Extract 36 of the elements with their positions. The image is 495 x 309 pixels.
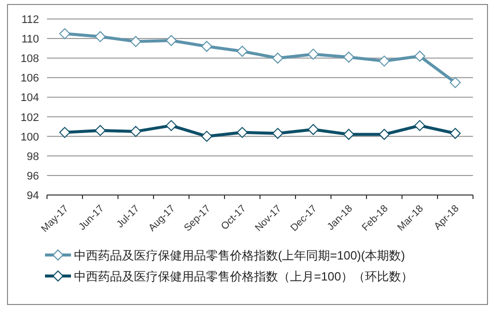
y-tick-label: 102: [20, 112, 39, 124]
point: [59, 28, 70, 40]
y-tick-label: 100: [20, 131, 39, 144]
point: [130, 126, 142, 137]
point: [272, 52, 284, 64]
point: [378, 128, 390, 140]
y-tick-label: 94: [26, 190, 39, 202]
point: [166, 35, 177, 46]
point: [59, 126, 70, 138]
point: [450, 77, 461, 88]
point: [414, 120, 426, 132]
point: [94, 31, 106, 42]
point: [166, 120, 177, 132]
point: [343, 128, 354, 140]
point: [201, 40, 212, 52]
point: [236, 126, 248, 138]
y-tick-label: 112: [21, 14, 39, 26]
legend-label: 中西药品及医疗保健用品零售价格指数(上年同期=100)(本期数): [74, 248, 406, 262]
y-tick-label: 106: [20, 72, 39, 85]
point: [308, 48, 319, 60]
point: [94, 124, 106, 136]
point: [201, 130, 212, 142]
point: [414, 50, 426, 62]
point: [130, 36, 142, 47]
point: [343, 52, 354, 63]
point: [378, 56, 390, 67]
y-tick-label: 96: [26, 170, 39, 182]
y-tick-label: 110: [21, 34, 39, 46]
point: [308, 124, 319, 135]
point: [236, 46, 248, 57]
legend-label: 中西药品及医疗保健用品零售价格指数（上月=100）（环比数）: [74, 270, 414, 284]
y-tick-label: 108: [20, 53, 39, 66]
point: [272, 128, 284, 139]
point: [450, 128, 461, 139]
y-tick-label: 104: [20, 92, 39, 104]
y-tick-label: 98: [26, 150, 39, 163]
